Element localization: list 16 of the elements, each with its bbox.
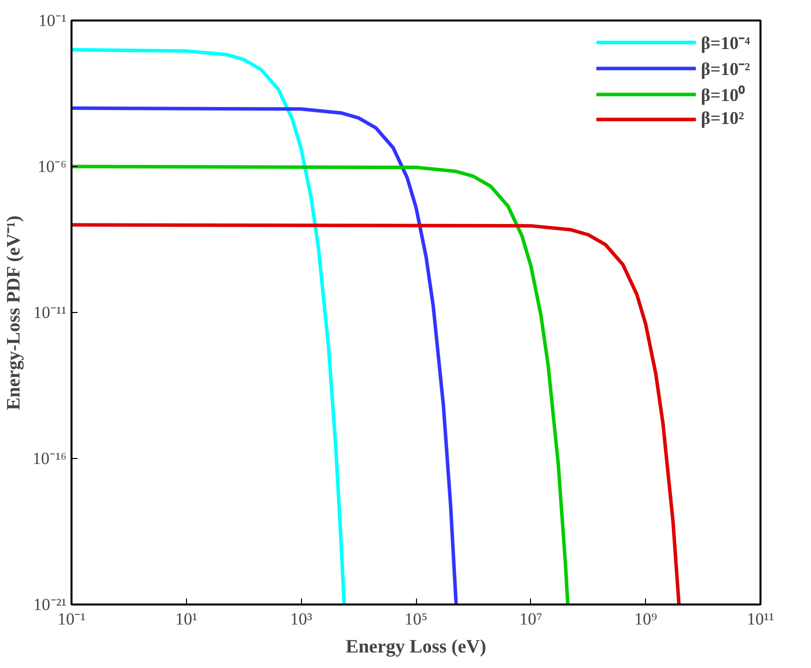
text: β=10⁻² xyxy=(700,58,750,80)
x-tick-label: 10⁵ xyxy=(404,610,428,628)
y-tick-label: 10⁻¹ xyxy=(38,11,67,30)
text: β=10² xyxy=(700,108,744,129)
text: β=10⁻⁴ xyxy=(700,32,750,54)
x-tick-label: 10⁹ xyxy=(634,610,658,628)
x-tick-label: 10³ xyxy=(290,610,312,628)
text: β=10⁰ xyxy=(700,84,745,106)
x-tick-label: 10⁷ xyxy=(519,610,542,628)
x-tick-label: 10¹¹ xyxy=(746,610,774,628)
x-axis-title: Energy Loss (eV) xyxy=(346,636,486,658)
y-tick-label: 10⁻⁶ xyxy=(38,157,67,176)
y-tick-label: 10⁻¹¹ xyxy=(33,303,67,322)
y-axis-title: Energy-Loss PDF (eV⁻¹) xyxy=(3,216,24,410)
x-tick-label: 10¹ xyxy=(175,610,198,628)
y-tick-label: 10⁻¹⁶ xyxy=(32,449,67,468)
